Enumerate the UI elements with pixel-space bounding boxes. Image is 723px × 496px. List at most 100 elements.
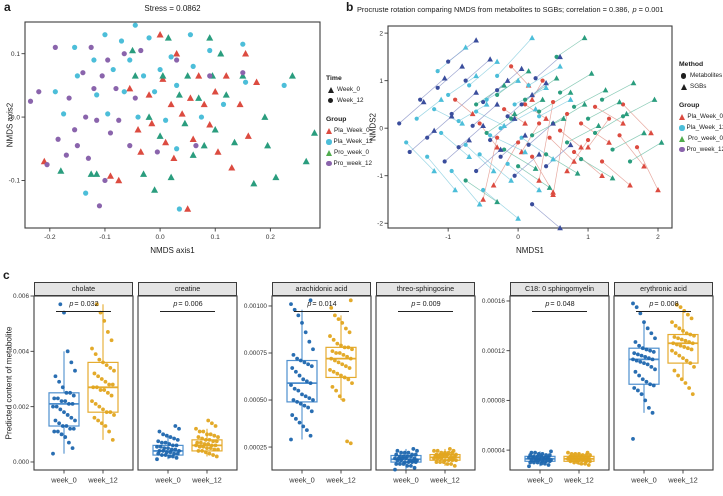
svg-text:1: 1 [586, 234, 590, 241]
procrustes-points-Pro_week_12 [397, 37, 574, 231]
p-value-erythronic-acid: p= 0.008 [649, 299, 679, 308]
boxplot-week_0 [390, 447, 422, 472]
triangle-marker-icon [679, 135, 686, 142]
significance-bar [56, 311, 111, 312]
procrustes-points-Pla_Week_12 [404, 34, 574, 221]
facet-header-erythronic-acid: erythronic acid [614, 282, 713, 296]
svg-text:week_12: week_12 [667, 476, 698, 485]
panel-a-legend: Time Week_0 Week_12 Group Pla_Week_0 Pla… [326, 75, 373, 171]
circle-marker-icon [326, 139, 332, 145]
svg-text:0.0: 0.0 [156, 234, 165, 241]
circle-marker-icon [679, 125, 685, 131]
procrustes-segments-Pla_Week_12 [405, 37, 571, 219]
significance-bar [398, 311, 453, 312]
circle-marker-icon [326, 160, 332, 167]
triangle-marker-icon [326, 149, 332, 156]
panel-a-series-Pro_week_0 [57, 34, 319, 193]
significance-bar [636, 311, 691, 312]
svg-text:0.0: 0.0 [11, 114, 20, 121]
boxplot-week_0 [48, 302, 80, 456]
legend-item-pro-week0: Pro_week_0 [326, 149, 369, 156]
svg-text:0.1: 0.1 [211, 234, 220, 241]
p-value-arachidonic-acid: p= 0.014 [307, 299, 337, 308]
legend-group-title: Group [326, 116, 347, 124]
procrustes-points-Pro_week_0 [463, 34, 665, 205]
svg-text:week_12: week_12 [87, 476, 118, 485]
svg-text:2: 2 [656, 234, 660, 241]
facet-plot-threo-sphingosine: week_0 week_12 [375, 295, 476, 485]
legend-item-pla-week0: Pla_Week_0 [326, 127, 370, 135]
boxplot-week_12 [429, 447, 461, 468]
legend-method-title: Method [679, 61, 704, 68]
svg-text:0: 0 [379, 125, 383, 132]
panel-b-legend: Method Metabolites SGBs Group Pla_Week_0… [679, 61, 723, 157]
svg-text:0.00050: 0.00050 [244, 397, 268, 404]
svg-text:-0.1: -0.1 [9, 178, 21, 185]
facet-plot-creatine: week_0 week_12 [137, 295, 238, 485]
svg-text:2: 2 [379, 30, 383, 37]
circle-marker-icon [327, 97, 334, 104]
triangle-marker-icon [680, 83, 687, 90]
significance-bar [532, 311, 587, 312]
svg-text:week_0: week_0 [50, 476, 76, 485]
significance-bar [160, 311, 215, 312]
svg-text:0.004: 0.004 [13, 349, 29, 356]
facet-header-threo-sphingosine: threo-sphingosine [376, 282, 475, 296]
svg-text:0.006: 0.006 [13, 293, 29, 300]
svg-text:0.00016: 0.00016 [482, 298, 506, 305]
p-value-c18-sphingomyelin: p= 0.048 [545, 299, 575, 308]
svg-text:0.00004: 0.00004 [482, 447, 506, 454]
svg-text:week_12: week_12 [429, 476, 460, 485]
facet-header-cholate: cholate [34, 282, 133, 296]
svg-text:0.000: 0.000 [13, 459, 29, 466]
svg-text:0: 0 [516, 234, 520, 241]
svg-text:week_0: week_0 [526, 476, 552, 485]
svg-text:1: 1 [379, 78, 383, 85]
legend-item-pro-week12: Pro_week_12 [679, 146, 723, 153]
panel-c-letter: c [3, 268, 10, 282]
svg-text:0.2: 0.2 [266, 234, 275, 241]
triangle-marker-icon [327, 86, 334, 93]
svg-text:week_0: week_0 [392, 476, 418, 485]
panel-b-letter: b [346, 0, 354, 14]
p-value-creatine: p= 0.006 [173, 299, 203, 308]
panel-b-plot: -1 0 1 2 2 1 0 -1 -2 [377, 25, 673, 241]
facet-plot-arachidonic-acid: 0.00025 0.00050 0.00075 0.00100 week_0 week_1… [244, 295, 372, 485]
legend-group-title: Group [679, 102, 700, 110]
svg-text:week_12: week_12 [563, 476, 594, 485]
facet-plot-erythronic-acid: week_0 week_12 [613, 295, 714, 485]
svg-text:-1: -1 [377, 173, 383, 180]
boxplot-week_0 [152, 424, 184, 462]
boxplot-week_12 [325, 298, 357, 446]
legend-item-pla-week12: Pla_Week_12 [326, 138, 373, 145]
panel-a-x-axis-label: NMDS axis1 [150, 246, 195, 255]
svg-text:0.002: 0.002 [13, 404, 29, 411]
svg-text:-0.2: -0.2 [44, 234, 56, 241]
legend-item-pro-week12: Pro_week_12 [326, 160, 372, 167]
boxplot-week_12 [191, 418, 223, 459]
circle-marker-icon [680, 73, 687, 79]
panel-a-title: Stress = 0.0862 [144, 4, 201, 13]
p-value-threo-sphingosine: p= 0.009 [411, 299, 441, 308]
legend-item-pro-week0: Pro_week_0 [679, 135, 723, 142]
svg-text:week_12: week_12 [325, 476, 356, 485]
boxplot-week_12 [563, 450, 595, 467]
legend-item-sgbs: SGBs [679, 83, 723, 90]
facet-header-creatine: creatine [138, 282, 237, 296]
boxplot-week_0 [286, 298, 318, 442]
facet-plot-cholate: 0.000 0.002 0.004 0.006 week_0 week_12 [13, 293, 134, 485]
panel-b-title: Procruste rotation comparing NMDS from m… [357, 5, 664, 14]
legend-item-pla-week0: Pla_Week_0 [679, 113, 723, 121]
legend-item-metabolites: Metabolites [679, 72, 723, 79]
svg-text:week_0: week_0 [288, 476, 314, 485]
svg-text:-2: -2 [377, 220, 383, 227]
svg-text:0.00075: 0.00075 [244, 350, 268, 357]
facet-plot-c18-0-sphingomyelin: 0.00004 0.00008 0.00012 0.00016 week_0 week_1… [482, 295, 610, 485]
svg-text:0.00025: 0.00025 [244, 444, 268, 451]
svg-text:0.00008: 0.00008 [482, 398, 506, 405]
p-value-cholate: p= 0.032 [69, 299, 99, 308]
boxplot-week_12 [87, 302, 119, 442]
legend-item-week0: Week_0 [326, 86, 366, 93]
triangle-marker-icon [679, 114, 686, 121]
